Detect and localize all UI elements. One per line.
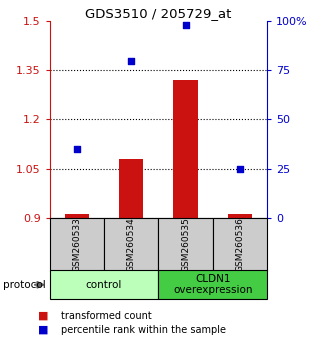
Text: GSM260535: GSM260535 xyxy=(181,217,190,272)
Text: ■: ■ xyxy=(38,325,49,335)
Text: control: control xyxy=(86,280,122,290)
Text: CLDN1
overexpression: CLDN1 overexpression xyxy=(173,274,252,296)
Text: GSM260536: GSM260536 xyxy=(236,217,244,272)
Point xyxy=(129,58,134,63)
Text: GSM260534: GSM260534 xyxy=(127,217,136,272)
Title: GDS3510 / 205729_at: GDS3510 / 205729_at xyxy=(85,7,232,20)
Bar xyxy=(119,159,143,218)
Bar xyxy=(50,218,104,271)
Bar xyxy=(228,214,252,218)
Bar xyxy=(213,218,267,271)
Bar xyxy=(50,270,158,299)
Text: percentile rank within the sample: percentile rank within the sample xyxy=(61,325,226,335)
Bar xyxy=(65,214,89,218)
Bar xyxy=(173,80,198,218)
Point xyxy=(74,146,79,152)
Bar xyxy=(104,218,158,271)
Point xyxy=(183,22,188,28)
Point xyxy=(237,166,243,171)
Bar xyxy=(158,218,213,271)
Bar xyxy=(158,270,267,299)
Text: transformed count: transformed count xyxy=(61,311,152,321)
Text: GSM260533: GSM260533 xyxy=(72,217,81,272)
Text: protocol: protocol xyxy=(3,280,46,290)
Text: ■: ■ xyxy=(38,311,49,321)
